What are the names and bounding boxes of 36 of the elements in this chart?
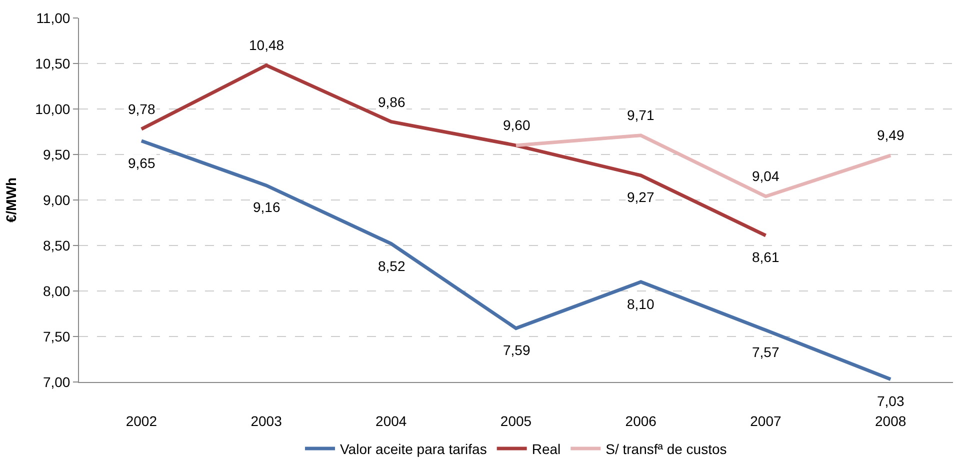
y-tick-label: 7,50	[42, 328, 70, 344]
x-tick-label: 2008	[874, 412, 906, 429]
data-label: 9,78	[128, 101, 156, 117]
y-tick-label: 10,00	[35, 100, 70, 117]
data-label: 9,71	[627, 107, 654, 123]
legend-label: Real	[532, 441, 561, 458]
data-label: 7,03	[877, 393, 904, 409]
data-label: 10,48	[249, 37, 284, 53]
x-tick-label: 2006	[625, 412, 657, 429]
data-label: 9,04	[752, 168, 780, 184]
x-tick-label: 2002	[126, 412, 158, 429]
y-tick-label: 11,00	[36, 10, 70, 26]
data-label: 8,52	[378, 258, 406, 274]
data-label: 7,59	[503, 342, 530, 358]
x-tick-label: 2005	[500, 412, 532, 429]
y-tick-label: 10,50	[35, 55, 70, 72]
x-tick-label: 2007	[750, 412, 782, 429]
data-label: 9,49	[877, 127, 904, 143]
data-label: 8,61	[752, 249, 780, 265]
y-tick-label: 7,00	[42, 374, 70, 390]
x-tick-label: 2003	[250, 412, 282, 429]
x-tick-label: 2004	[376, 412, 407, 429]
data-label: 7,57	[752, 344, 780, 360]
legend-label: S/ transfª de custos	[606, 441, 727, 458]
data-label: 9,86	[378, 94, 406, 110]
y-axis-title: €/MWh	[2, 177, 19, 223]
legend-label: Valor aceite para tarifas	[340, 441, 487, 458]
data-label: 9,27	[627, 189, 654, 205]
y-tick-label: 9,00	[42, 192, 70, 208]
y-tick-label: 8,50	[42, 237, 70, 254]
data-label: 9,16	[253, 199, 280, 215]
data-label: 9,65	[128, 155, 156, 171]
data-label: 8,10	[627, 296, 654, 312]
y-tick-label: 8,00	[42, 282, 70, 299]
y-tick-label: 9,50	[42, 146, 70, 162]
data-label: 9,60	[503, 117, 530, 133]
